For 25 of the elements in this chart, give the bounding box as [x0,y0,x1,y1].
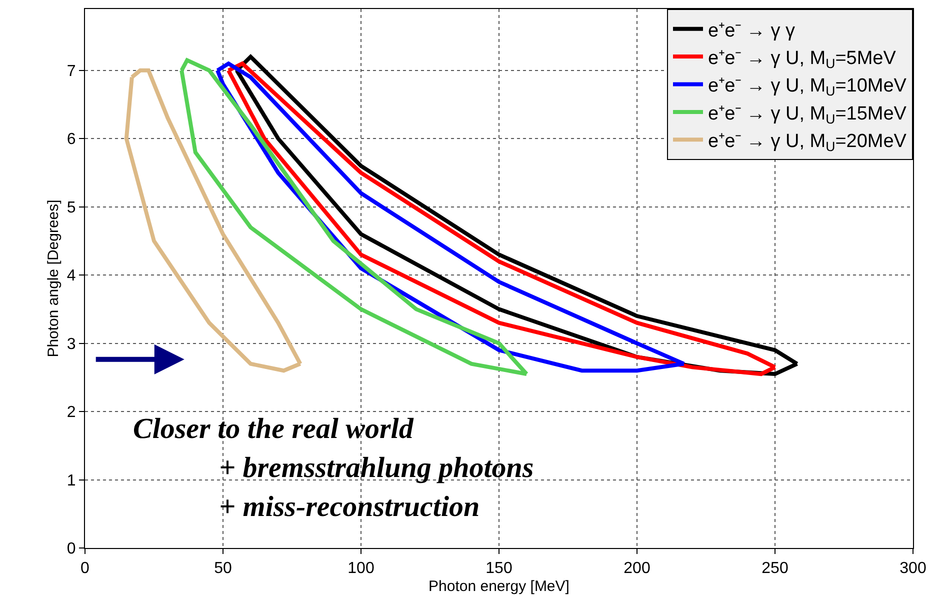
annotation: Closer to the real world [133,413,414,445]
y-tick-label: 4 [66,268,76,285]
x-tick-label: 100 [348,560,374,578]
y-tick-label: 2 [66,404,76,422]
x-tick-label: 50 [214,560,232,578]
y-axis-title: Photon angle [Degrees] [45,200,62,358]
x-axis-title: Photon energy [MeV] [428,578,570,596]
y-tick-label: 0 [66,540,76,558]
x-tick-label: 250 [762,560,788,578]
x-tick-label: 0 [80,560,90,578]
x-tick-label: 300 [900,560,926,578]
legend-label: e⁺e⁻ → γ U, M$_{U}$=10MeV [708,76,907,99]
x-tick-label: 150 [486,560,512,578]
y-tick-label: 6 [66,131,76,148]
y-tick-label: 5 [66,199,76,216]
legend-label: e⁺e⁻ → γ U, M$_{U}$=20MeV [708,131,907,154]
x-tick-label: 200 [624,560,650,578]
legend-label: e⁺e⁻ → γ U, M$_{U}$=5MeV [708,48,896,71]
legend-label: e⁺e⁻ → γ U, M$_{U}$=15MeV [708,103,907,126]
legend-label: e⁺e⁻ → γ γ [708,20,796,42]
y-tick-label: 7 [66,63,76,80]
annotation: + miss-reconstruction [219,491,480,523]
y-tick-label: 1 [66,472,76,490]
annotation: + bremsstrahlung photons [219,452,534,484]
y-tick-label: 3 [66,336,76,353]
